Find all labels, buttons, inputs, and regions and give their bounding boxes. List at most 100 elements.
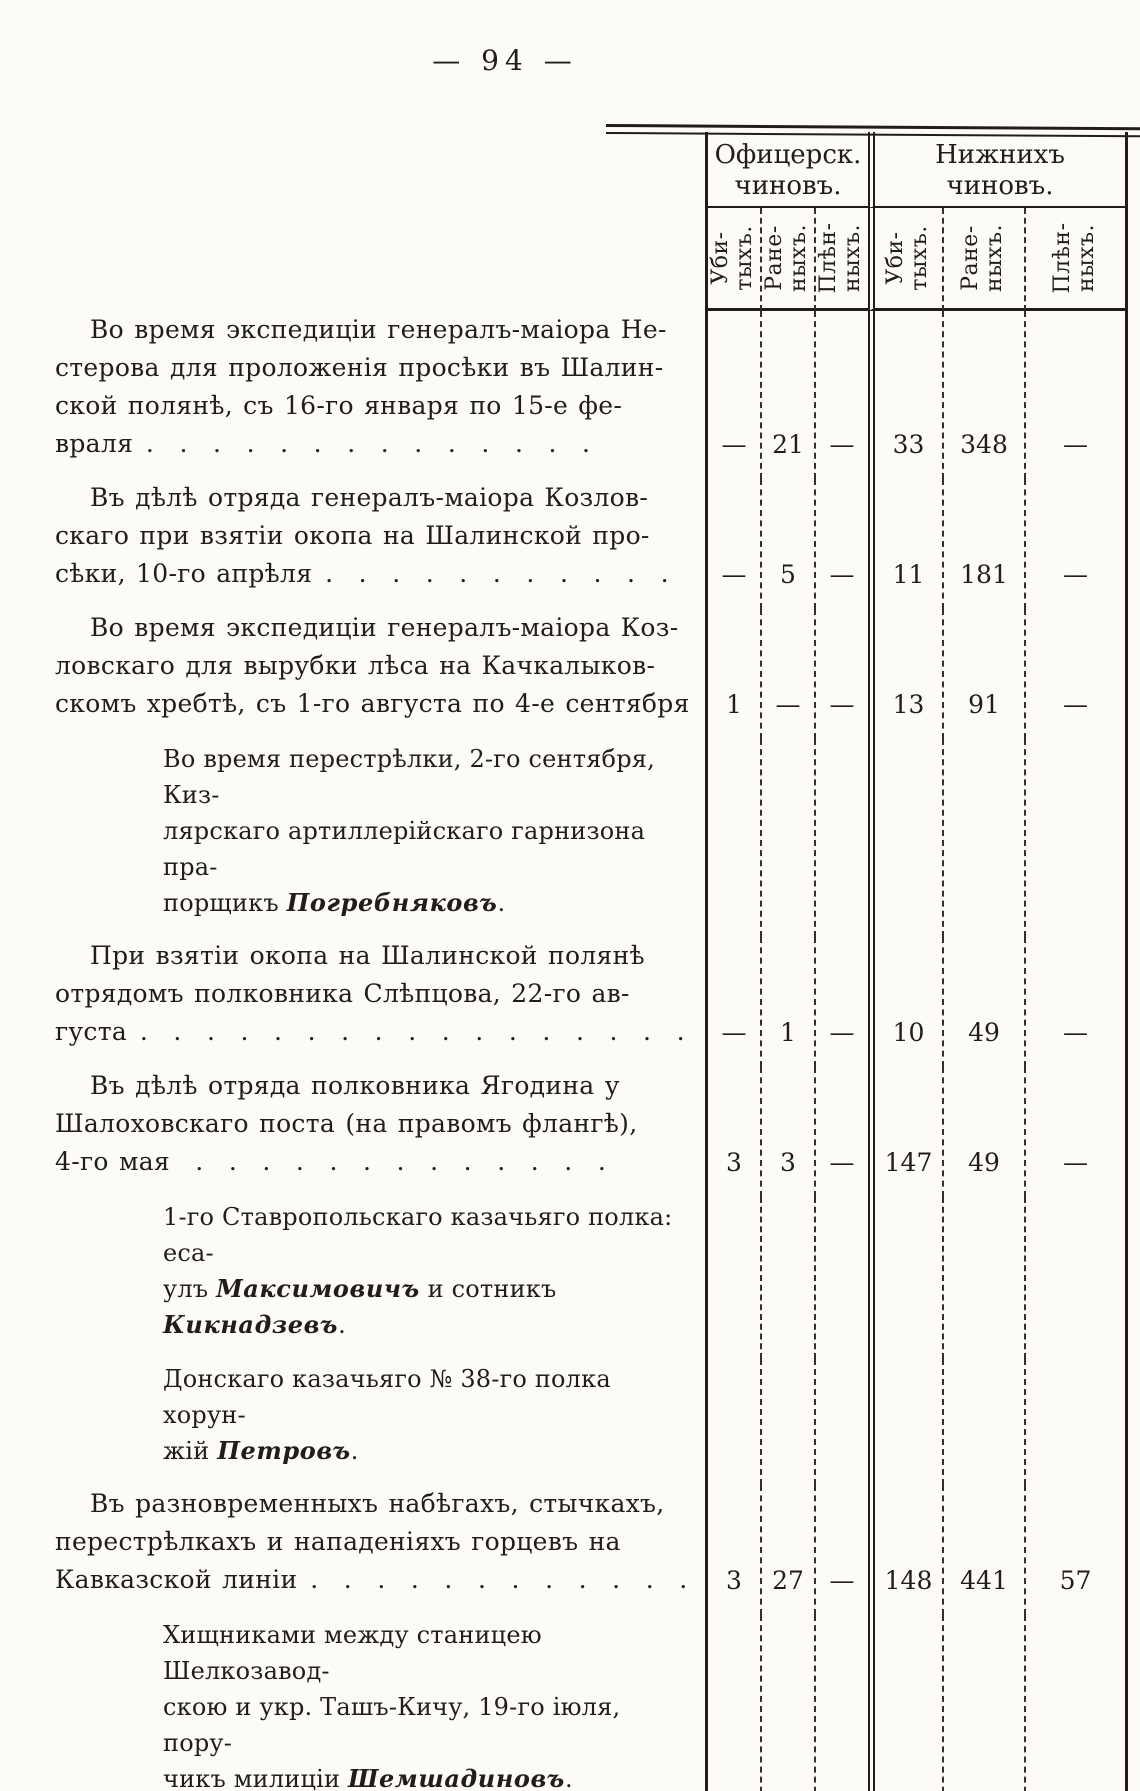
value-cell <box>705 1197 760 1359</box>
value-cell: 49 <box>942 937 1024 1067</box>
note-segment: 1-го Ставропольскаго казачьяго полка: ес… <box>163 1203 673 1303</box>
value-cell: — <box>1024 937 1128 1067</box>
value-cell <box>760 1197 814 1359</box>
value-cell: 181 <box>942 479 1024 609</box>
value-cell: 33 <box>868 311 942 479</box>
value-cell <box>1024 1197 1128 1359</box>
column-header-wounded-lower: Ране- ныхъ. <box>942 208 1024 311</box>
value-cell <box>705 1615 760 1791</box>
entry-text: Въ разновременныхъ набѣгахъ, стычкахъ, п… <box>55 1489 688 1594</box>
note-segment: . <box>350 1437 359 1465</box>
value-cell: 1 <box>760 937 814 1067</box>
officer-ranks-group-header: Офицерск. чиновъ. <box>705 132 868 208</box>
value-cell: — <box>1024 479 1128 609</box>
value-cell: 49 <box>942 1067 1024 1197</box>
value-cell <box>942 1197 1024 1359</box>
value-cell <box>814 1197 868 1359</box>
value-cell <box>760 1615 814 1791</box>
note-text: 1-го Ставропольскаго казачьяго полка: ес… <box>55 1197 705 1359</box>
value-cell: 3 <box>705 1067 760 1197</box>
column-header-label: Уби- тыхъ. <box>882 225 932 291</box>
page-number: — 94 — <box>432 44 578 77</box>
column-header-label: Ране- ныхъ. <box>762 223 811 293</box>
column-header-captured-lower: Плѣн- ныхъ. <box>1024 208 1128 311</box>
column-header-label: Плѣн- ныхъ. <box>1049 222 1099 294</box>
officer-name: Шемшадиновъ <box>348 1764 565 1791</box>
value-cell: 148 <box>868 1485 942 1615</box>
header-spacer <box>55 208 705 311</box>
value-cell <box>868 1359 942 1485</box>
value-cell <box>1024 1615 1128 1791</box>
value-cell: — <box>705 311 760 479</box>
value-cell <box>868 739 942 937</box>
officer-name: Кикнадзевъ <box>163 1310 339 1339</box>
value-cell <box>814 1615 868 1791</box>
value-cell: 91 <box>942 609 1024 739</box>
value-cell: 21 <box>760 311 814 479</box>
value-cell: 5 <box>760 479 814 609</box>
column-header-label: Плѣн- ныхъ. <box>816 222 865 294</box>
column-header-killed-lower: Уби- тыхъ. <box>868 208 942 311</box>
value-cell <box>705 1359 760 1485</box>
note-segment: . <box>338 1311 346 1339</box>
entry-text: При взятіи окопа на Шалинской полянѣ отр… <box>55 941 685 1046</box>
casualties-table: Офицерск. чиновъ. Нижнихъ чиновъ. Уби- т… <box>55 132 1128 1791</box>
column-header-label: Ране- ныхъ. <box>958 223 1007 293</box>
note-segment: Во время перестрѣлки, 2-го сентября, Киз… <box>163 745 655 917</box>
note-segment: Донскаго казачьяго № 38-го полка хорун- … <box>163 1365 611 1465</box>
value-cell <box>942 1615 1024 1791</box>
note-segment: и сотникъ <box>419 1275 557 1303</box>
value-cell: — <box>1024 311 1128 479</box>
value-cell: — <box>814 311 868 479</box>
value-cell <box>868 1615 942 1791</box>
value-cell <box>868 1197 942 1359</box>
value-cell <box>1024 1359 1128 1485</box>
value-cell: — <box>1024 1067 1128 1197</box>
value-cell: — <box>705 479 760 609</box>
value-cell: 11 <box>868 479 942 609</box>
value-cell: 27 <box>760 1485 814 1615</box>
value-cell: — <box>814 479 868 609</box>
value-cell: 10 <box>868 937 942 1067</box>
column-header-wounded-officers: Ране- ныхъ. <box>760 208 814 311</box>
entry-text: Во время экспедиціи генералъ-маіора Не- … <box>55 315 667 458</box>
value-cell: — <box>814 1067 868 1197</box>
lower-ranks-group-header: Нижнихъ чиновъ. <box>868 132 1128 208</box>
value-cell: — <box>814 609 868 739</box>
value-cell <box>760 739 814 937</box>
value-cell: 3 <box>705 1485 760 1615</box>
value-cell: — <box>705 937 760 1067</box>
value-cell: 348 <box>942 311 1024 479</box>
entry-text: Въ дѣлѣ отряда полковника Ягодина у Шало… <box>55 1071 638 1176</box>
value-cell: — <box>814 937 868 1067</box>
note-segment: . <box>564 1765 573 1791</box>
value-cell: — <box>760 609 814 739</box>
column-header-captured-officers: Плѣн- ныхъ. <box>814 208 868 311</box>
officer-name: Погребняковъ <box>286 888 498 917</box>
value-cell: — <box>1024 609 1128 739</box>
value-cell <box>760 1359 814 1485</box>
note-segment: . <box>497 889 506 917</box>
value-cell <box>814 1359 868 1485</box>
value-cell <box>705 739 760 937</box>
value-cell <box>942 1359 1024 1485</box>
value-cell <box>814 739 868 937</box>
entry-text: Въ дѣлѣ отряда генералъ-маіора Козлов- с… <box>55 483 669 588</box>
value-cell: 57 <box>1024 1485 1128 1615</box>
value-cell <box>1024 739 1128 937</box>
officer-name: Петровъ <box>217 1436 351 1465</box>
value-cell: 441 <box>942 1485 1024 1615</box>
header-spacer <box>55 132 705 208</box>
value-cell: 147 <box>868 1067 942 1197</box>
note-text: Во время перестрѣлки, 2-го сентября, Киз… <box>55 739 705 937</box>
note-segment: Хищниками между станицею Шелкозавод- ско… <box>163 1621 621 1791</box>
value-cell <box>942 739 1024 937</box>
officer-name: Максимовичъ <box>216 1274 420 1303</box>
value-cell: 1 <box>705 609 760 739</box>
value-cell: 13 <box>868 609 942 739</box>
note-text: Донскаго казачьяго № 38-го полка хорун- … <box>55 1359 705 1485</box>
column-header-label: Уби- тыхъ. <box>708 225 757 291</box>
column-header-killed-officers: Уби- тыхъ. <box>705 208 760 311</box>
note-text: Хищниками между станицею Шелкозавод- ско… <box>55 1615 705 1791</box>
